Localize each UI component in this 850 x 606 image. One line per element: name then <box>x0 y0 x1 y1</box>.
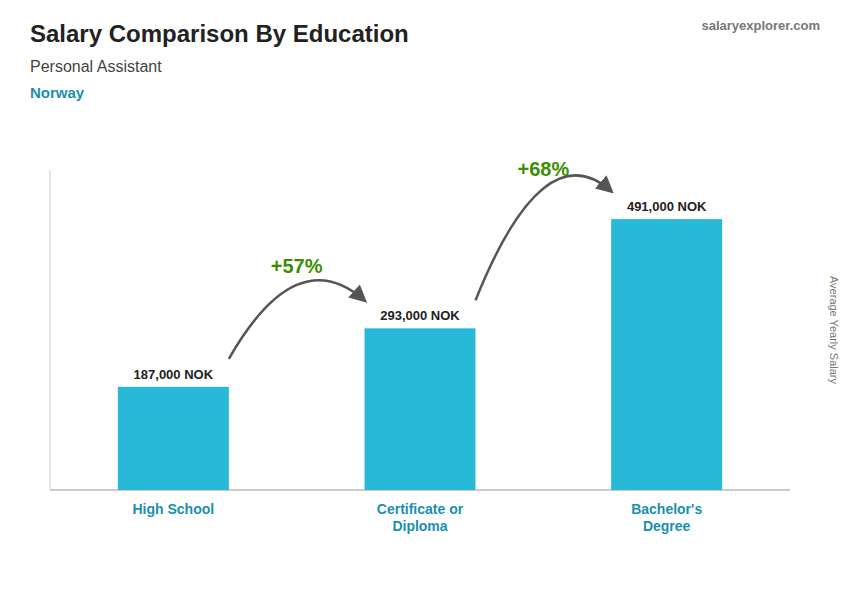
x-tick-label-line: Bachelor's <box>631 501 702 517</box>
x-tick-label-line: Degree <box>643 518 691 534</box>
x-tick-label-line: High School <box>132 501 214 517</box>
x-tick-label: Certificate orDiploma <box>377 501 464 534</box>
value-label: 491,000 NOK <box>627 199 707 214</box>
value-label: 293,000 NOK <box>380 308 460 323</box>
chart: Salary Comparison By Education Personal A… <box>0 0 850 606</box>
bar <box>365 328 476 490</box>
x-tick-label: High School <box>132 501 214 517</box>
country: Norway <box>30 84 85 101</box>
x-tick-label: Bachelor'sDegree <box>631 501 702 534</box>
y-axis-label: Average Yearly Salary <box>828 276 840 385</box>
subtitle: Personal Assistant <box>30 58 162 75</box>
change-arrow <box>476 175 612 300</box>
y-axis-line <box>50 170 51 490</box>
watermark: salaryexplorer.com <box>701 18 820 33</box>
bar <box>118 387 229 490</box>
bar <box>611 219 722 490</box>
x-tick-label-line: Diploma <box>392 518 447 534</box>
title: Salary Comparison By Education <box>30 20 409 47</box>
x-tick-label-line: Certificate or <box>377 501 464 517</box>
value-label: 187,000 NOK <box>134 367 214 382</box>
change-label: +57% <box>271 255 323 277</box>
change-arrow <box>229 280 365 359</box>
change-label: +68% <box>517 158 569 180</box>
